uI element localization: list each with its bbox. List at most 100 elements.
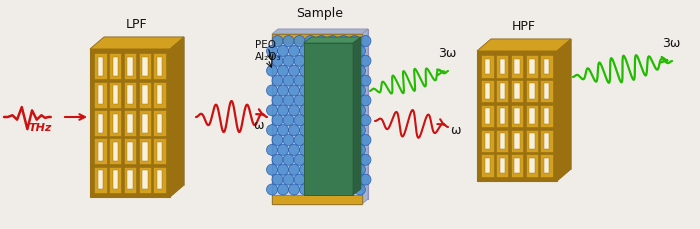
Bar: [481, 105, 493, 127]
Circle shape: [354, 164, 365, 175]
Circle shape: [277, 144, 288, 155]
Circle shape: [272, 55, 283, 66]
Bar: [153, 53, 166, 79]
Circle shape: [316, 35, 327, 46]
Bar: [94, 82, 106, 108]
Circle shape: [283, 95, 294, 106]
Polygon shape: [304, 37, 361, 43]
Circle shape: [360, 154, 371, 165]
Circle shape: [349, 55, 360, 66]
Bar: [142, 170, 148, 189]
Circle shape: [327, 75, 338, 86]
Circle shape: [321, 65, 332, 76]
Circle shape: [294, 95, 305, 106]
Circle shape: [294, 75, 305, 86]
Circle shape: [349, 154, 360, 165]
Circle shape: [344, 85, 354, 96]
Bar: [142, 114, 148, 133]
Circle shape: [316, 134, 327, 145]
Circle shape: [283, 115, 294, 126]
Bar: [98, 114, 103, 133]
Circle shape: [300, 85, 311, 96]
Bar: [139, 138, 151, 164]
Circle shape: [283, 75, 294, 86]
Bar: [514, 59, 519, 74]
Circle shape: [349, 75, 360, 86]
Bar: [511, 154, 523, 177]
Circle shape: [277, 184, 288, 195]
Circle shape: [294, 174, 305, 185]
Bar: [496, 154, 508, 177]
Circle shape: [354, 125, 365, 136]
Bar: [544, 158, 550, 173]
Bar: [540, 154, 553, 177]
Circle shape: [327, 154, 338, 165]
Circle shape: [332, 125, 344, 136]
Circle shape: [316, 115, 327, 126]
Bar: [94, 110, 106, 136]
Text: Al₂O₃: Al₂O₃: [255, 52, 281, 62]
Bar: [526, 154, 538, 177]
Circle shape: [272, 35, 283, 46]
Bar: [94, 167, 106, 193]
Bar: [98, 170, 103, 189]
Bar: [124, 138, 136, 164]
Polygon shape: [272, 29, 368, 34]
Circle shape: [338, 134, 349, 145]
Circle shape: [288, 125, 300, 136]
Text: Sample: Sample: [297, 7, 344, 20]
Polygon shape: [362, 29, 368, 204]
Circle shape: [305, 134, 316, 145]
Circle shape: [354, 45, 365, 56]
Circle shape: [305, 174, 316, 185]
Circle shape: [360, 35, 371, 46]
Circle shape: [338, 55, 349, 66]
Circle shape: [332, 45, 344, 56]
Circle shape: [316, 75, 327, 86]
Bar: [109, 110, 121, 136]
Circle shape: [332, 184, 344, 195]
Bar: [98, 142, 103, 161]
Circle shape: [344, 144, 354, 155]
Bar: [157, 85, 162, 104]
Polygon shape: [170, 37, 184, 197]
Bar: [113, 57, 118, 76]
Circle shape: [267, 65, 277, 76]
Circle shape: [311, 45, 321, 56]
Bar: [139, 82, 151, 108]
Circle shape: [344, 45, 354, 56]
Bar: [94, 138, 106, 164]
Circle shape: [360, 55, 371, 66]
Bar: [496, 80, 508, 102]
Circle shape: [354, 144, 365, 155]
Text: ω: ω: [253, 119, 263, 132]
Circle shape: [332, 105, 344, 116]
Bar: [104, 37, 184, 185]
Circle shape: [349, 134, 360, 145]
Polygon shape: [170, 37, 184, 197]
Circle shape: [311, 85, 321, 96]
Bar: [500, 59, 505, 74]
Circle shape: [327, 115, 338, 126]
Circle shape: [316, 154, 327, 165]
Circle shape: [344, 184, 354, 195]
Circle shape: [311, 184, 321, 195]
Circle shape: [316, 174, 327, 185]
Polygon shape: [477, 39, 571, 51]
Bar: [500, 158, 505, 173]
Bar: [109, 53, 121, 79]
Bar: [139, 167, 151, 193]
Bar: [529, 158, 535, 173]
Bar: [481, 154, 493, 177]
Circle shape: [277, 85, 288, 96]
Circle shape: [300, 45, 311, 56]
Bar: [157, 170, 162, 189]
Circle shape: [288, 45, 300, 56]
Bar: [278, 29, 368, 199]
Circle shape: [272, 75, 283, 86]
Circle shape: [321, 144, 332, 155]
Circle shape: [344, 65, 354, 76]
Text: LPF: LPF: [126, 18, 148, 31]
Circle shape: [272, 95, 283, 106]
Circle shape: [300, 65, 311, 76]
